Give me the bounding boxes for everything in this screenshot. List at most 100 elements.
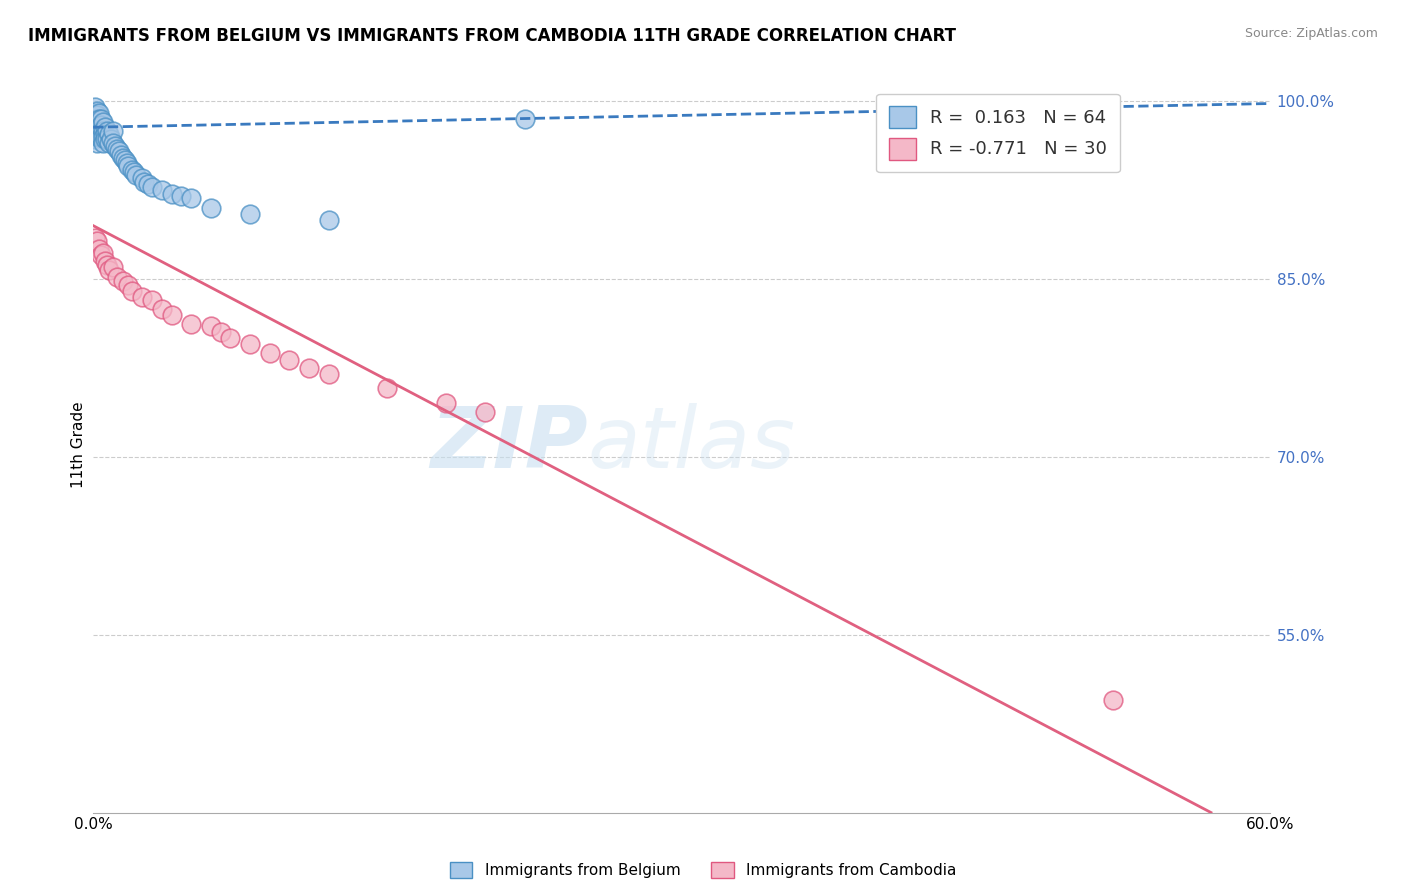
- Point: [91, 124, 114, 138]
- Point: [136, 177, 159, 191]
- Point: [131, 290, 153, 304]
- Point: [121, 162, 143, 177]
- Point: [101, 260, 124, 274]
- Legend: Immigrants from Belgium, Immigrants from Cambodia: Immigrants from Belgium, Immigrants from…: [443, 856, 963, 884]
- Point: [131, 171, 153, 186]
- Point: [82, 106, 104, 120]
- Point: [160, 186, 183, 201]
- Point: [105, 142, 128, 156]
- Point: [84, 132, 107, 146]
- Point: [160, 308, 183, 322]
- Point: [86, 103, 108, 118]
- Point: [87, 118, 110, 132]
- Point: [86, 112, 108, 126]
- Point: [94, 254, 117, 268]
- Point: [86, 136, 108, 150]
- Point: [97, 136, 120, 150]
- Point: [97, 262, 120, 277]
- Point: [107, 144, 129, 158]
- Point: [84, 100, 107, 114]
- Point: [134, 175, 156, 189]
- Text: Source: ZipAtlas.com: Source: ZipAtlas.com: [1244, 27, 1378, 40]
- Point: [105, 269, 128, 284]
- Point: [239, 337, 262, 351]
- Point: [209, 326, 232, 340]
- Point: [117, 160, 139, 174]
- Point: [141, 179, 163, 194]
- Point: [90, 248, 112, 262]
- Point: [141, 293, 163, 308]
- Point: [115, 156, 138, 170]
- Text: ZIP: ZIP: [430, 403, 588, 486]
- Point: [200, 201, 222, 215]
- Point: [91, 246, 114, 260]
- Legend: R =  0.163   N = 64, R = -0.771   N = 30: R = 0.163 N = 64, R = -0.771 N = 30: [876, 94, 1119, 172]
- Point: [87, 124, 110, 138]
- Point: [1102, 693, 1125, 707]
- Point: [96, 124, 118, 138]
- Point: [84, 106, 107, 120]
- Point: [180, 191, 202, 205]
- Point: [86, 129, 108, 144]
- Point: [91, 136, 114, 150]
- Point: [87, 112, 110, 126]
- Point: [434, 396, 457, 410]
- Point: [125, 168, 148, 182]
- Point: [110, 147, 132, 161]
- Point: [219, 331, 242, 345]
- Point: [513, 112, 536, 126]
- Point: [200, 319, 222, 334]
- Point: [100, 132, 122, 146]
- Point: [318, 212, 340, 227]
- Point: [259, 345, 281, 359]
- Point: [96, 258, 118, 272]
- Point: [87, 106, 110, 120]
- Point: [91, 129, 114, 144]
- Point: [94, 132, 117, 146]
- Point: [114, 153, 136, 168]
- Point: [180, 317, 202, 331]
- Point: [86, 108, 108, 122]
- Point: [84, 128, 107, 142]
- Point: [84, 120, 107, 135]
- Point: [84, 115, 107, 129]
- Point: [91, 115, 114, 129]
- Point: [87, 129, 110, 144]
- Point: [90, 129, 112, 144]
- Point: [111, 274, 134, 288]
- Point: [278, 352, 301, 367]
- Point: [150, 301, 173, 316]
- Point: [150, 183, 173, 197]
- Point: [84, 108, 107, 122]
- Point: [298, 360, 321, 375]
- Point: [101, 124, 124, 138]
- Point: [101, 136, 124, 150]
- Point: [84, 112, 107, 126]
- Point: [318, 367, 340, 381]
- Point: [94, 120, 117, 135]
- Point: [239, 207, 262, 221]
- Point: [94, 128, 117, 142]
- Point: [84, 124, 107, 138]
- Point: [170, 189, 193, 203]
- Point: [474, 405, 496, 419]
- Point: [124, 165, 146, 179]
- Point: [97, 128, 120, 142]
- Point: [111, 151, 134, 165]
- Point: [86, 118, 108, 132]
- Point: [86, 234, 108, 248]
- Point: [84, 230, 107, 244]
- Point: [90, 112, 112, 126]
- Point: [90, 118, 112, 132]
- Y-axis label: 11th Grade: 11th Grade: [72, 401, 86, 488]
- Point: [121, 284, 143, 298]
- Point: [96, 132, 118, 146]
- Point: [90, 124, 112, 138]
- Point: [84, 129, 107, 144]
- Text: IMMIGRANTS FROM BELGIUM VS IMMIGRANTS FROM CAMBODIA 11TH GRADE CORRELATION CHART: IMMIGRANTS FROM BELGIUM VS IMMIGRANTS FR…: [28, 27, 956, 45]
- Point: [375, 381, 398, 395]
- Point: [117, 277, 139, 292]
- Point: [104, 139, 127, 153]
- Text: atlas: atlas: [588, 403, 796, 486]
- Point: [86, 124, 108, 138]
